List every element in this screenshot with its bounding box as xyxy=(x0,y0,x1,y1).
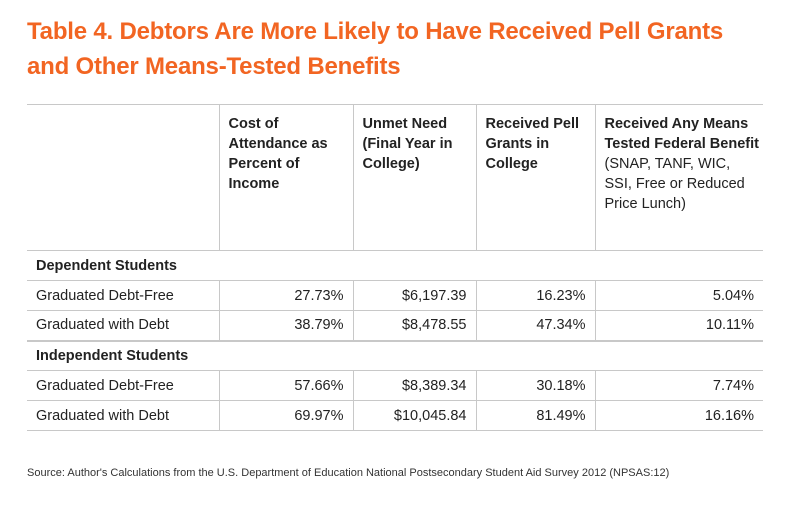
table-row: Graduated Debt-Free 57.66% $8,389.34 30.… xyxy=(27,370,763,401)
section-row-dependent: Dependent Students xyxy=(27,250,763,281)
title-line-1: Table 4. Debtors Are More Likely to Have… xyxy=(27,18,724,45)
pell-cell: 81.49% xyxy=(475,400,595,431)
row-label: Graduated Debt-Free xyxy=(27,370,219,401)
benefit-cell: 5.04% xyxy=(594,280,763,311)
unmet-cell: $8,478.55 xyxy=(352,310,476,341)
pell-cell: 16.23% xyxy=(475,280,595,311)
header-pell-grants: Received Pell Grants in College xyxy=(475,104,595,251)
unmet-cell: $6,197.39 xyxy=(352,280,476,311)
table-row: Graduated Debt-Free 27.73% $6,197.39 16.… xyxy=(27,280,763,311)
data-table: Cost of Attendance as Percent of Income … xyxy=(27,104,763,431)
benefit-cell: 16.16% xyxy=(594,400,763,431)
header-label: Cost of Attendance as Percent of Income xyxy=(228,116,328,192)
header-row: Cost of Attendance as Percent of Income … xyxy=(27,104,763,251)
section-row-independent: Independent Students xyxy=(27,339,763,371)
unmet-cell: $10,045.84 xyxy=(352,400,476,431)
table-row: Graduated with Debt 69.97% $10,045.84 81… xyxy=(27,400,763,431)
header-label: Unmet Need (Final Year in College) xyxy=(362,116,453,172)
section-heading: Independent Students xyxy=(27,339,763,371)
cost-cell: 27.73% xyxy=(218,280,353,311)
header-sublabel: (SNAP, TANF, WIC, SSI, Free or Reduced P… xyxy=(604,156,745,212)
cost-cell: 38.79% xyxy=(218,310,353,341)
unmet-cell: $8,389.34 xyxy=(352,370,476,401)
header-label: Received Any Means Tested Federal Benefi… xyxy=(604,116,759,152)
pell-cell: 30.18% xyxy=(475,370,595,401)
table-title: Table 4. Debtors Are More Likely to Have… xyxy=(27,14,777,84)
cost-cell: 69.97% xyxy=(218,400,353,431)
row-label: Graduated Debt-Free xyxy=(27,280,219,311)
cost-cell: 57.66% xyxy=(218,370,353,401)
header-blank xyxy=(27,104,219,251)
title-line-2: and Other Means-Tested Benefits xyxy=(27,53,401,80)
section-heading: Dependent Students xyxy=(27,250,763,281)
header-label: Received Pell Grants in College xyxy=(485,116,580,172)
benefit-cell: 10.11% xyxy=(594,310,763,341)
pell-cell: 47.34% xyxy=(475,310,595,341)
source-note: Source: Author's Calculations from the U… xyxy=(27,467,670,479)
table-row: Graduated with Debt 38.79% $8,478.55 47.… xyxy=(27,310,763,341)
row-label: Graduated with Debt xyxy=(27,310,219,341)
header-unmet-need: Unmet Need (Final Year in College) xyxy=(352,104,476,251)
row-label: Graduated with Debt xyxy=(27,400,219,431)
header-means-tested-benefit: Received Any Means Tested Federal Benefi… xyxy=(594,104,763,251)
benefit-cell: 7.74% xyxy=(594,370,763,401)
header-cost-of-attendance: Cost of Attendance as Percent of Income xyxy=(218,104,353,251)
